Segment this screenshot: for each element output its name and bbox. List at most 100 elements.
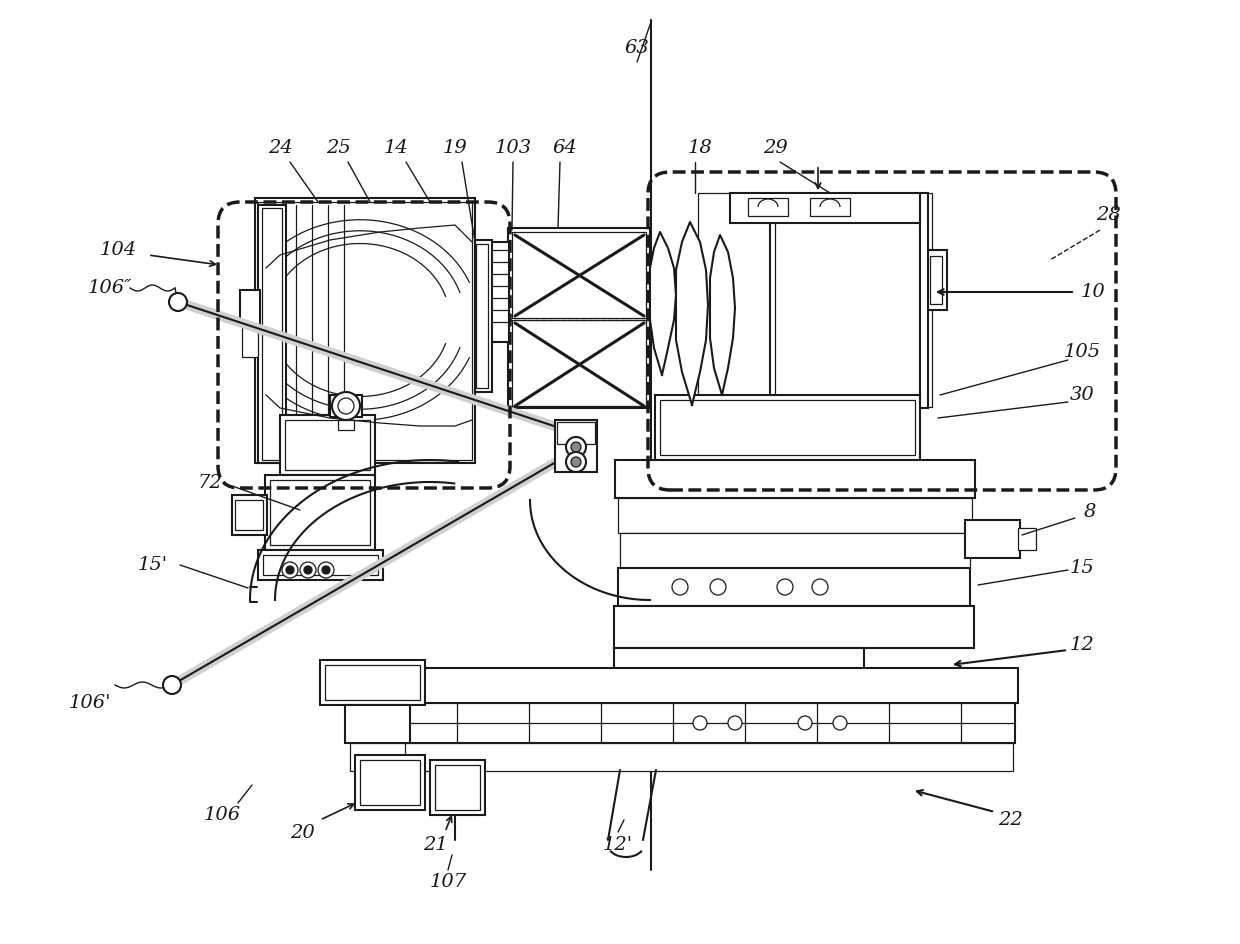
Bar: [355, 703, 1016, 743]
Circle shape: [570, 442, 582, 452]
Bar: [620, 533, 970, 568]
Bar: [263, 555, 378, 575]
Bar: [770, 200, 925, 400]
Text: 15: 15: [1070, 559, 1095, 577]
Text: 12: 12: [1070, 636, 1095, 654]
Bar: [258, 550, 383, 580]
Bar: [280, 415, 374, 475]
Circle shape: [693, 716, 707, 730]
Text: 14: 14: [383, 139, 408, 157]
Text: 8: 8: [1084, 503, 1096, 521]
Bar: [262, 208, 281, 460]
Circle shape: [711, 579, 725, 595]
Bar: [698, 193, 932, 407]
Bar: [242, 327, 258, 357]
Bar: [618, 498, 972, 533]
Circle shape: [833, 716, 847, 730]
Bar: [508, 228, 650, 408]
Text: 10: 10: [1080, 283, 1105, 301]
Polygon shape: [676, 222, 708, 405]
Text: 64: 64: [553, 139, 578, 157]
Bar: [1018, 528, 1035, 550]
Bar: [557, 422, 595, 444]
Circle shape: [672, 579, 688, 595]
Bar: [232, 495, 267, 535]
Circle shape: [799, 716, 812, 730]
Text: 107: 107: [429, 873, 466, 891]
Bar: [265, 475, 374, 550]
Bar: [556, 420, 596, 472]
Circle shape: [322, 566, 330, 574]
Bar: [355, 755, 425, 810]
Bar: [430, 760, 485, 815]
Bar: [512, 232, 646, 318]
Bar: [339, 420, 353, 430]
Bar: [472, 240, 492, 392]
Bar: [476, 244, 489, 388]
Text: 30: 30: [1070, 386, 1095, 404]
Circle shape: [339, 398, 353, 414]
Circle shape: [317, 562, 334, 578]
Bar: [345, 705, 410, 743]
Text: 63: 63: [625, 39, 650, 57]
Circle shape: [304, 566, 312, 574]
Circle shape: [812, 579, 828, 595]
Circle shape: [281, 562, 298, 578]
Bar: [491, 242, 508, 342]
Bar: [920, 193, 928, 408]
Bar: [810, 198, 849, 216]
Text: 22: 22: [998, 811, 1022, 829]
Circle shape: [777, 579, 794, 595]
Text: 19: 19: [443, 139, 467, 157]
Bar: [614, 648, 864, 703]
Bar: [358, 743, 1013, 771]
Bar: [320, 660, 425, 705]
Bar: [258, 205, 286, 463]
Bar: [660, 400, 915, 455]
Text: 28: 28: [1096, 206, 1121, 224]
Bar: [655, 395, 920, 460]
Text: 106: 106: [203, 806, 241, 824]
Text: 20: 20: [290, 824, 315, 842]
Bar: [512, 320, 646, 406]
Bar: [748, 198, 787, 216]
Bar: [618, 568, 970, 606]
Bar: [615, 460, 975, 498]
Circle shape: [286, 566, 294, 574]
Bar: [270, 480, 370, 545]
Text: 104: 104: [99, 241, 136, 259]
Circle shape: [162, 676, 181, 694]
Bar: [930, 256, 942, 304]
Text: 12': 12': [603, 836, 634, 854]
Text: 103: 103: [495, 139, 532, 157]
Circle shape: [169, 293, 187, 311]
Bar: [730, 193, 920, 223]
Text: 106': 106': [68, 694, 112, 712]
Text: 25: 25: [326, 139, 351, 157]
Circle shape: [570, 457, 582, 467]
Text: 18: 18: [688, 139, 712, 157]
Bar: [925, 250, 947, 310]
Bar: [353, 668, 1018, 703]
Text: 105: 105: [1064, 343, 1101, 361]
Circle shape: [332, 392, 360, 420]
Polygon shape: [711, 235, 735, 395]
Bar: [330, 395, 362, 417]
Bar: [258, 202, 472, 460]
Circle shape: [728, 716, 742, 730]
Text: 21: 21: [423, 836, 448, 854]
Bar: [701, 195, 930, 405]
Circle shape: [300, 562, 316, 578]
Bar: [241, 290, 260, 325]
Bar: [325, 665, 420, 700]
Text: 72: 72: [197, 474, 222, 492]
Bar: [285, 420, 370, 470]
Text: 29: 29: [763, 139, 787, 157]
Circle shape: [565, 452, 587, 472]
Circle shape: [565, 437, 587, 457]
Bar: [965, 520, 1021, 558]
Text: 24: 24: [268, 139, 293, 157]
Bar: [255, 198, 475, 463]
Polygon shape: [650, 232, 676, 375]
Bar: [614, 606, 973, 648]
